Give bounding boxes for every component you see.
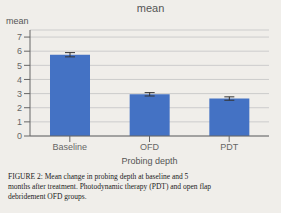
svg-text:1: 1 — [17, 117, 22, 127]
html-text:FIGURE 2: Mean change in probi: FIGURE 2: Mean change in probing depth a… — [8, 172, 189, 181]
html-text:mean: mean — [6, 16, 29, 26]
svg-text:3: 3 — [17, 89, 22, 99]
svg-text:7: 7 — [17, 32, 22, 42]
svg-text:6: 6 — [17, 46, 22, 56]
svg-text:0: 0 — [17, 131, 22, 141]
html-text:mean: mean — [136, 2, 165, 14]
svg-text:5: 5 — [17, 61, 22, 71]
html-text:debridement OFD groups.: debridement OFD groups. — [8, 192, 87, 201]
svg-text:4: 4 — [17, 75, 22, 85]
svg-text:Probing depth: Probing depth — [121, 156, 177, 166]
svg-text:OFD: OFD — [140, 142, 159, 152]
svg-text:2: 2 — [17, 103, 22, 113]
svg-text:Baseline: Baseline — [53, 142, 88, 152]
html-text:months after treatment. Photod: months after treatment. Photodynamic the… — [8, 182, 212, 191]
svg-text:PDT: PDT — [220, 142, 239, 152]
